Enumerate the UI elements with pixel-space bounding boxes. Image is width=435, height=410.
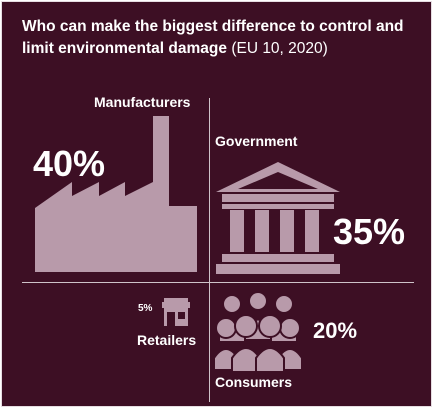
people-group-icon [213,291,303,373]
column-1 [230,210,244,252]
label-consumers: Consumers [215,374,293,390]
capital-band [222,204,334,209]
column-2 [255,210,269,252]
vertical-divider [209,98,210,402]
column-4 [305,210,319,252]
column-3 [280,210,294,252]
label-government: Government [215,133,298,149]
label-retailers: Retailers [137,332,197,348]
value-manufacturers: 40% [33,143,106,184]
base-step-2 [216,264,340,274]
roof-inner [238,172,318,189]
value-government: 35% [333,211,406,252]
shop-icon [162,298,190,326]
horizontal-divider [22,282,414,283]
chart-title-main: Who can make the biggest difference to c… [22,18,404,57]
label-manufacturers: Manufacturers [94,94,191,110]
entablature [222,194,334,202]
value-retailers: 5% [138,303,153,314]
government-building-icon [216,162,340,274]
value-consumers: 20% [313,318,358,343]
base-step-1 [222,254,334,262]
factory-icon [35,116,197,272]
chart-title: Who can make the biggest difference to c… [22,16,422,60]
chart-title-source: (EU 10, 2020) [231,40,328,57]
factory-shape [35,116,197,272]
